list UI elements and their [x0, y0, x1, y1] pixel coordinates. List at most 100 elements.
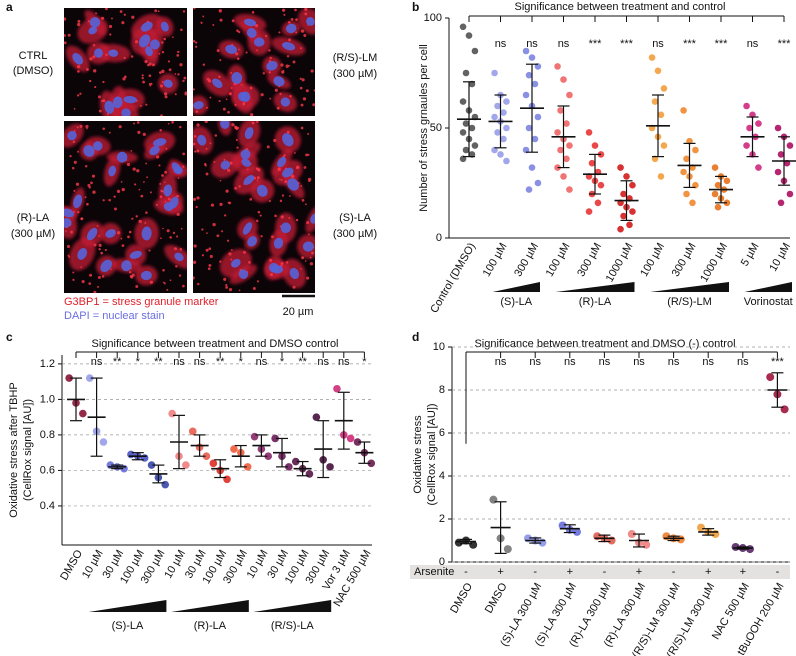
nucleus: [225, 44, 238, 54]
nucleus: [230, 258, 241, 268]
data-point: [182, 461, 190, 469]
granule: [292, 285, 296, 289]
granule: [230, 87, 233, 89]
granule: [159, 182, 162, 185]
granule: [79, 92, 82, 95]
significance: ns: [91, 356, 103, 368]
granule: [86, 202, 89, 206]
image-label: (300 µM): [11, 228, 55, 240]
granule: [122, 77, 126, 81]
granule: [89, 57, 93, 61]
granule: [219, 260, 222, 263]
granule: [302, 97, 307, 101]
granule: [116, 189, 121, 193]
nucleus: [149, 145, 160, 156]
granule: [292, 60, 296, 64]
y-axis-label: (CellRox signal [AU]): [22, 399, 34, 501]
granule: [262, 72, 265, 75]
granule: [256, 121, 259, 123]
granule: [208, 247, 212, 251]
granule: [163, 37, 167, 41]
x-tick-label: 1000 µM: [698, 241, 730, 284]
data-point: [566, 142, 573, 149]
significance: ns: [633, 356, 645, 368]
data-point: [777, 151, 785, 158]
granule: [140, 194, 144, 198]
granule: [77, 211, 80, 214]
nucleus: [266, 61, 278, 71]
granule: [90, 181, 93, 185]
granule: [225, 189, 229, 193]
granule: [176, 235, 179, 238]
granule: [238, 48, 240, 51]
granule: [225, 285, 229, 289]
granule: [300, 185, 303, 187]
significance: *: [280, 356, 285, 368]
granule: [126, 162, 131, 167]
data-point: [711, 164, 719, 171]
granule: [177, 73, 180, 76]
granule: [251, 10, 255, 14]
granule: [279, 92, 282, 96]
granule: [227, 110, 230, 114]
granule: [196, 196, 200, 200]
nucleus: [64, 218, 72, 228]
granule: [308, 179, 311, 183]
data-point: [714, 203, 722, 211]
granule: [193, 197, 197, 201]
granule: [182, 284, 185, 288]
data-point: [554, 63, 561, 70]
granule: [106, 113, 109, 116]
nucleus: [306, 17, 315, 26]
granule: [212, 24, 215, 26]
granule: [98, 243, 102, 247]
arsenite-band: [410, 565, 790, 579]
granule: [202, 15, 205, 18]
data-point: [743, 102, 750, 110]
data-point: [209, 459, 218, 468]
granule: [168, 68, 172, 72]
granule: [196, 123, 200, 127]
granule: [169, 236, 172, 239]
data-point: [264, 452, 273, 461]
granule: [92, 44, 96, 47]
y-tick-label: 0.6: [40, 464, 55, 476]
granule: [176, 195, 180, 198]
x-tick-label: DMSO: [448, 581, 475, 616]
nucleus: [302, 241, 314, 252]
granule: [171, 121, 174, 124]
granule: [141, 74, 144, 77]
data-point: [500, 109, 507, 116]
significance: ns: [599, 356, 611, 368]
granule: [121, 187, 125, 192]
granule: [135, 215, 138, 218]
nucleus: [83, 145, 95, 157]
data-point: [697, 523, 705, 532]
granule: [164, 95, 168, 99]
granule: [299, 77, 302, 80]
granule: [130, 150, 133, 152]
data-point: [743, 142, 750, 149]
granule: [98, 109, 102, 113]
data-point: [525, 71, 533, 79]
data-point: [723, 177, 731, 185]
significance: ns: [495, 38, 507, 50]
data-point: [660, 85, 668, 92]
granule: [208, 263, 212, 267]
chart-title: Significance between treatment and DMSO …: [474, 338, 735, 350]
granule: [157, 10, 160, 13]
granule: [133, 122, 136, 125]
data-point: [746, 124, 753, 132]
nucleus: [112, 96, 123, 109]
granule: [256, 49, 259, 52]
granule: [248, 260, 251, 264]
significance: ns: [652, 38, 664, 50]
granule: [121, 21, 125, 25]
data-point: [617, 164, 624, 171]
nucleus: [105, 229, 116, 238]
granule: [142, 80, 145, 84]
nucleus: [89, 17, 101, 28]
data-point: [560, 173, 567, 180]
granule: [158, 52, 161, 55]
granule: [86, 127, 88, 130]
